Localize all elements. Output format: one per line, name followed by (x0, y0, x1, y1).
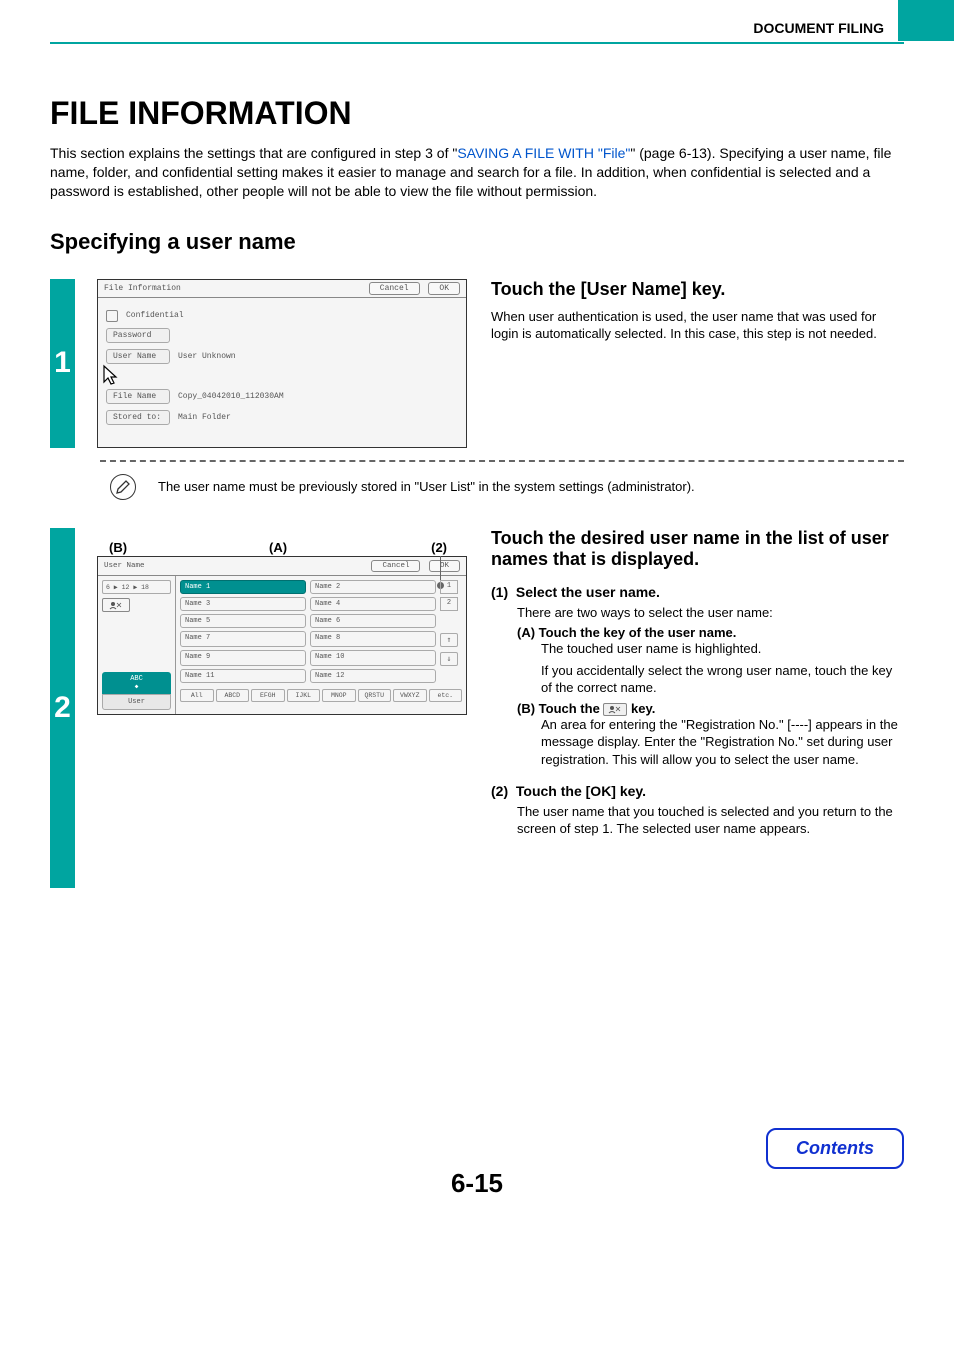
name-cell[interactable]: Name 4 (310, 597, 436, 611)
step-2-bar: 2 (50, 528, 75, 888)
name-cell[interactable]: Name 5 (180, 614, 306, 628)
step-2-number: 2 (54, 691, 71, 725)
filter-button[interactable]: EFGH (251, 689, 285, 702)
storedto-button[interactable]: Stored to: (106, 410, 170, 425)
contents-button[interactable]: Contents (766, 1128, 904, 1169)
name-cell[interactable]: Name 6 (310, 614, 436, 628)
page-indicator-2: 2 (440, 597, 458, 611)
note-text: The user name must be previously stored … (158, 479, 695, 494)
step2-title: Touch the desired user name in the list … (491, 528, 904, 570)
storedto-value: Main Folder (178, 413, 231, 422)
name-cell[interactable]: Name 10 (310, 650, 436, 666)
p2-ok-button[interactable]: OK (429, 560, 460, 572)
registration-no-button[interactable] (102, 598, 130, 612)
filename-value: Copy_04042010_112030AM (178, 392, 284, 401)
name-cell[interactable]: Name 9 (180, 650, 306, 666)
sub1-a-l2: If you accidentally select the wrong use… (541, 662, 904, 697)
sub2-body: The user name that you touched is select… (517, 803, 904, 838)
name-cell[interactable]: Name 2 (310, 580, 436, 594)
registration-key-icon (603, 703, 627, 716)
username-label: User Name (113, 352, 156, 361)
marker-2: (2) (431, 540, 447, 555)
page-indicator-1: 1 (440, 580, 458, 594)
username-button[interactable]: User Name (106, 349, 170, 364)
name-cell[interactable]: Name 12 (310, 669, 436, 683)
username-list-panel: User Name Cancel OK 6 ▶ 12 ▶ 18 (97, 556, 467, 715)
filter-button[interactable]: VWXYZ (393, 689, 427, 702)
ok-button[interactable]: OK (428, 282, 460, 295)
divider (100, 460, 904, 462)
abc-label: ABC (130, 675, 143, 683)
pencil-note-icon (110, 474, 136, 500)
filter-button[interactable]: ABCD (216, 689, 250, 702)
marker-b: (B) (109, 540, 127, 555)
filter-button[interactable]: QRSTU (358, 689, 392, 702)
cursor-icon (100, 364, 124, 388)
sub1-a-l1: The touched user name is highlighted. (541, 640, 904, 658)
filter-button[interactable]: etc. (429, 689, 463, 702)
sub1-intro: There are two ways to select the user na… (517, 604, 904, 622)
intro-paragraph: This section explains the settings that … (50, 144, 904, 201)
sub1-b-pre: (B) Touch the (517, 701, 603, 716)
password-field[interactable]: Password (106, 328, 170, 343)
p2-cancel-button[interactable]: Cancel (371, 560, 420, 572)
filter-button[interactable]: MNOP (322, 689, 356, 702)
subtitle: Specifying a user name (50, 229, 904, 255)
sub1-title: Select the user name. (516, 584, 660, 600)
cancel-button[interactable]: Cancel (369, 282, 420, 295)
page-title: FILE INFORMATION (50, 95, 904, 132)
step-1-number: 1 (54, 346, 71, 380)
sub1-num: (1) (491, 584, 508, 600)
header-section: DOCUMENT FILING (753, 20, 884, 36)
marker-a: (A) (269, 540, 287, 555)
file-info-panel: File Information Cancel OK Confidential … (97, 279, 467, 448)
name-cell[interactable]: Name 7 (180, 631, 306, 647)
page-number: 6-15 (0, 1168, 954, 1199)
header-rule (50, 42, 904, 44)
sub2-title: Touch the [OK] key. (516, 783, 646, 799)
saving-file-link[interactable]: SAVING A FILE WITH "File" (457, 145, 630, 161)
sub1-b-body: An area for entering the "Registration N… (541, 716, 904, 769)
note-row: The user name must be previously stored … (50, 474, 904, 500)
step1-title: Touch the [User Name] key. (491, 279, 904, 300)
panel1-title: File Information (104, 284, 181, 293)
filter-button[interactable]: All (180, 689, 214, 702)
filter-button[interactable]: IJKL (287, 689, 321, 702)
name-cell[interactable]: Name 11 (180, 669, 306, 683)
user-tab[interactable]: User (102, 694, 171, 710)
scroll-down-button[interactable]: ⇓ (440, 652, 458, 666)
scroll-up-button[interactable]: ⇑ (440, 633, 458, 647)
confidential-label: Confidential (126, 311, 184, 320)
step-1: 1 File Information Cancel OK Conf (50, 279, 904, 448)
step-1-bar: 1 (50, 279, 75, 448)
panel2-title: User Name (104, 562, 145, 570)
sub2-num: (2) (491, 783, 508, 799)
sub1-a-title: (A) Touch the key of the user name. (517, 625, 904, 640)
intro-pre: This section explains the settings that … (50, 145, 457, 161)
step1-desc: When user authentication is used, the us… (491, 308, 904, 343)
step-2: 2 (B) (A) (2) User Name (50, 528, 904, 888)
abc-tab[interactable]: ABC ◆ (102, 672, 171, 694)
name-cell[interactable]: Name 3 (180, 597, 306, 611)
header-tab (898, 0, 954, 41)
sub1-b-title: (B) Touch the key. (517, 701, 904, 716)
name-cell[interactable]: Name 1 (180, 580, 306, 594)
sort-icon: ◆ (135, 683, 139, 690)
sub1-b-post: key. (627, 701, 655, 716)
range-selector[interactable]: 6 ▶ 12 ▶ 18 (102, 580, 171, 594)
name-cell[interactable]: Name 8 (310, 631, 436, 647)
confidential-checkbox[interactable] (106, 310, 118, 322)
username-value: User Unknown (178, 352, 236, 361)
